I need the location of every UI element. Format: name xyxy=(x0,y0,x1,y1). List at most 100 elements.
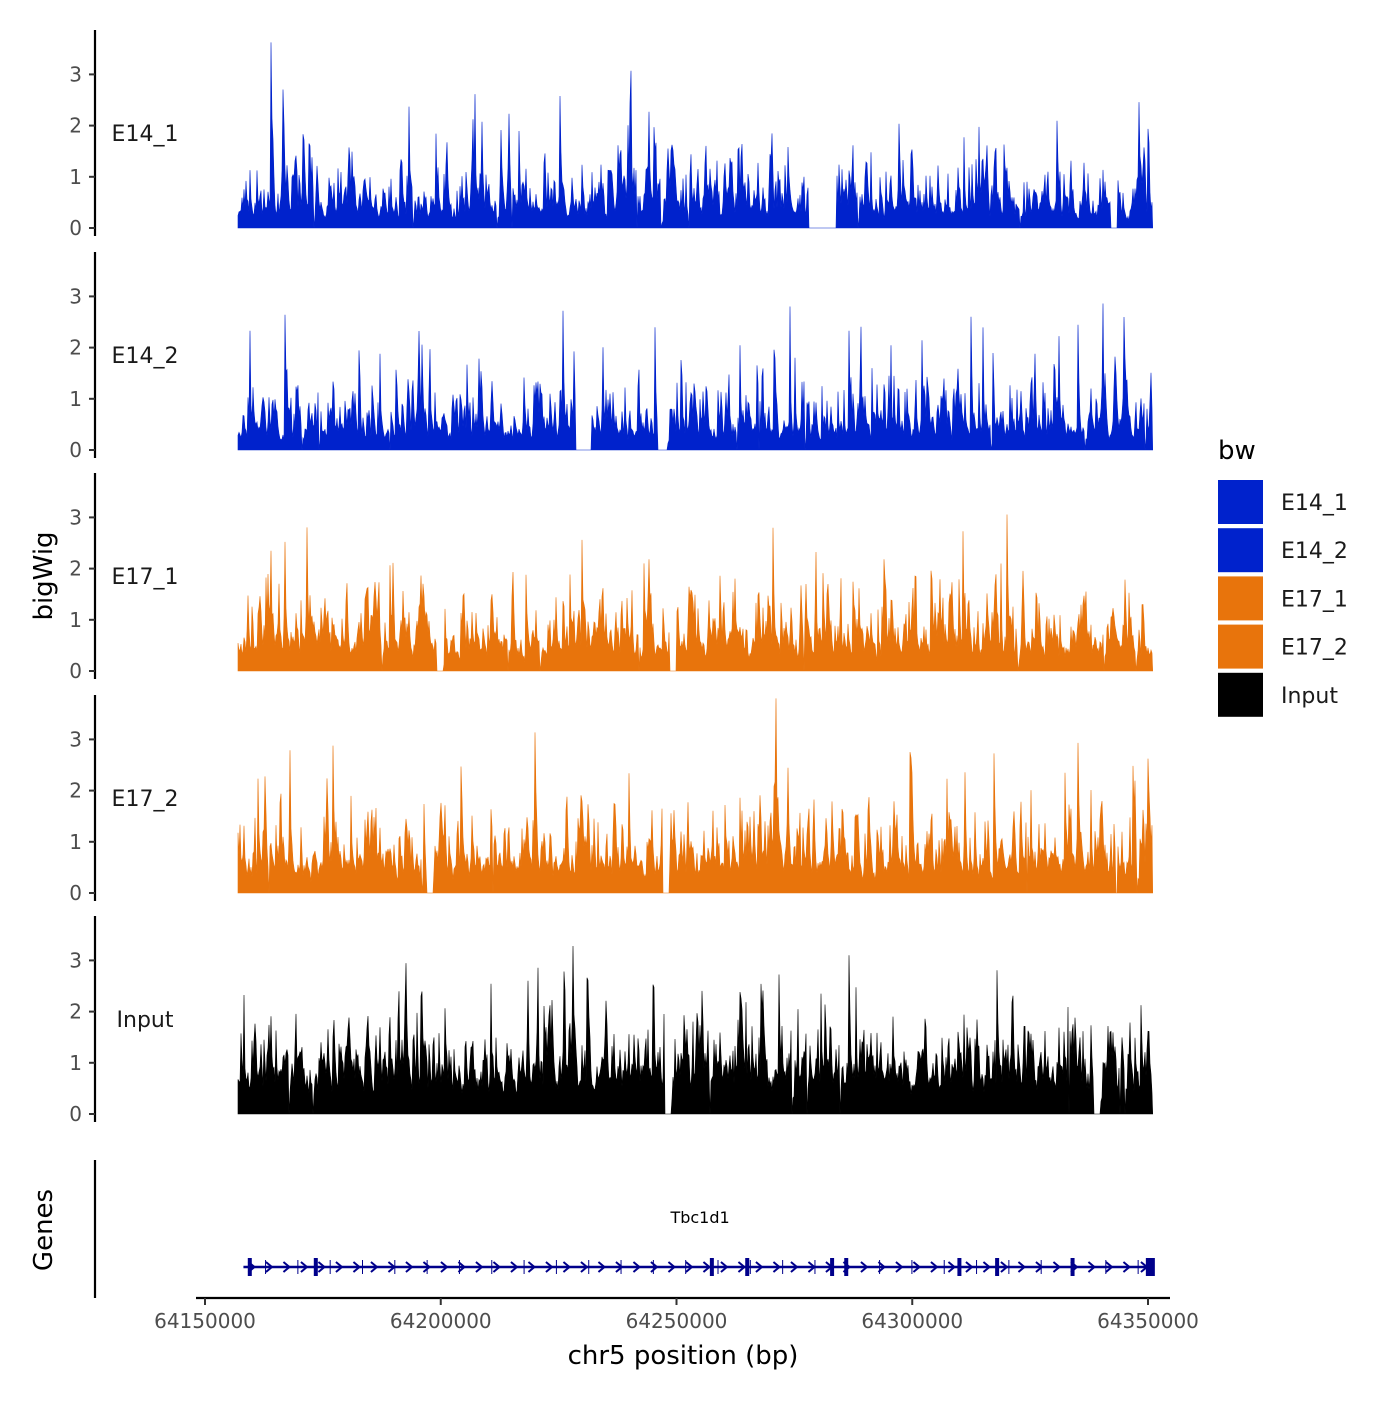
strand-arrow xyxy=(685,1261,694,1273)
track-input: 0 1 2 3 Input xyxy=(69,916,1154,1126)
y-tick-label: 1 xyxy=(69,165,82,189)
strand-arrow xyxy=(317,1261,326,1273)
strand-arrow xyxy=(1035,1261,1044,1273)
strand-arrow xyxy=(1122,1261,1132,1273)
track-label: Input xyxy=(117,1008,174,1033)
legend-swatch xyxy=(1218,528,1263,573)
track-e17-1: 0 1 2 3 E17_1 xyxy=(69,473,1154,683)
y-tick-label: 1 xyxy=(69,1051,82,1075)
strand-arrow xyxy=(1052,1261,1062,1273)
track-label: E14_2 xyxy=(112,344,179,369)
signal-area xyxy=(237,698,1154,894)
strand-arrow xyxy=(982,1261,991,1273)
strand-arrow xyxy=(265,1261,274,1273)
strand-arrow xyxy=(895,1261,904,1273)
x-tick-label: 64200000 xyxy=(390,1309,492,1333)
strand-arrow xyxy=(947,1261,956,1273)
strand-arrow xyxy=(422,1261,431,1273)
y-tick-label: 1 xyxy=(69,608,82,632)
strand-arrow xyxy=(632,1261,641,1273)
strand-arrow xyxy=(527,1261,536,1273)
strand-arrow xyxy=(720,1261,729,1273)
legend-label: E14_1 xyxy=(1281,491,1348,516)
legend-item-e17-2: E17_2 xyxy=(1218,624,1348,669)
strand-arrow xyxy=(790,1261,799,1273)
track-e17-2: 0 1 2 3 E17_2 xyxy=(69,695,1154,905)
x-tick-label: 64350000 xyxy=(1097,1309,1199,1333)
x-axis-title: chr5 position (bp) xyxy=(568,1341,799,1371)
strand-arrow xyxy=(667,1261,676,1273)
y-tick-label: 3 xyxy=(69,948,82,972)
y-tick-label: 2 xyxy=(69,557,82,581)
track-label: E17_2 xyxy=(112,787,179,812)
strand-arrow xyxy=(1105,1261,1114,1273)
y-tick-label: 2 xyxy=(69,1000,82,1024)
track-label: E17_1 xyxy=(112,565,179,590)
strand-arrow xyxy=(1000,1261,1009,1273)
strand-arrow xyxy=(615,1261,624,1273)
gene-exon xyxy=(1145,1258,1155,1276)
legend-swatch xyxy=(1218,576,1263,621)
gene-exon xyxy=(830,1258,835,1276)
strand-arrow xyxy=(457,1261,466,1273)
strand-arrow xyxy=(335,1261,344,1273)
gene-exon xyxy=(313,1258,318,1276)
strand-arrow xyxy=(965,1261,974,1273)
strand-arrow xyxy=(912,1261,921,1273)
y-tick-label: 2 xyxy=(69,336,82,360)
legend-item-e14-2: E14_2 xyxy=(1218,528,1348,573)
legend-label: Input xyxy=(1281,684,1338,709)
gene-exon xyxy=(957,1258,962,1276)
signal-area xyxy=(237,42,1154,229)
y-tick-label: 2 xyxy=(69,779,82,803)
genes-axis-title: Genes xyxy=(29,1189,59,1271)
strand-arrow xyxy=(545,1261,554,1273)
strand-arrow xyxy=(405,1261,414,1273)
strand-arrow xyxy=(877,1261,886,1273)
strand-arrow xyxy=(352,1261,361,1273)
x-tick-label: 64300000 xyxy=(861,1309,963,1333)
legend-item-e17-1: E17_1 xyxy=(1218,576,1348,621)
legend-label: E17_1 xyxy=(1281,587,1348,612)
legend-item-e14-1: E14_1 xyxy=(1218,480,1348,524)
gene-exon xyxy=(247,1258,252,1276)
legend-label: E14_2 xyxy=(1281,539,1348,564)
strand-arrow xyxy=(300,1261,309,1273)
strand-arrow xyxy=(807,1261,816,1273)
strand-arrow xyxy=(475,1261,484,1273)
strand-arrow xyxy=(440,1261,449,1273)
legend: bw E14_1 E14_2 E17_1 E17_2 Input xyxy=(1218,436,1348,717)
strand-arrow xyxy=(860,1261,869,1273)
y-tick-label: 0 xyxy=(69,659,82,683)
y-axis-title: bigWig xyxy=(29,531,59,620)
legend-title: bw xyxy=(1218,436,1256,466)
y-tick-label: 3 xyxy=(69,284,82,308)
strand-arrow xyxy=(772,1261,781,1273)
y-tick-label: 1 xyxy=(69,830,82,854)
signal-area xyxy=(237,303,1154,451)
strand-arrow xyxy=(755,1261,764,1273)
y-tick-label: 0 xyxy=(69,216,82,240)
strand-arrow xyxy=(930,1261,939,1273)
strand-arrow xyxy=(597,1261,606,1273)
strand-arrow xyxy=(1017,1261,1027,1273)
y-tick-label: 3 xyxy=(69,62,82,86)
y-tick-label: 0 xyxy=(69,438,82,462)
strand-arrow xyxy=(580,1261,589,1273)
track-e14-1: 0 1 2 3 E14_1 xyxy=(69,30,1154,240)
strand-arrow xyxy=(562,1261,571,1273)
strand-arrow xyxy=(282,1261,291,1273)
gene-name-label: Tbc1d1 xyxy=(669,1208,729,1227)
signal-area xyxy=(237,945,1154,1115)
gene-exon xyxy=(745,1258,750,1276)
gene-exon xyxy=(844,1258,849,1276)
gene-panel: Tbc1d1 xyxy=(93,1160,1155,1298)
legend-item-input: Input xyxy=(1218,672,1338,717)
y-tick-label: 3 xyxy=(69,505,82,529)
track-panels: 0 1 2 3 E14_1 0 1 2 3 E14_2 0 1 2 3 E17_1 0 1 2 3 E17_2 0 1 2 3… xyxy=(69,30,1154,1126)
strand-arrow xyxy=(1087,1261,1097,1273)
gene-exon xyxy=(995,1258,1000,1276)
track-label: E14_1 xyxy=(112,122,179,147)
